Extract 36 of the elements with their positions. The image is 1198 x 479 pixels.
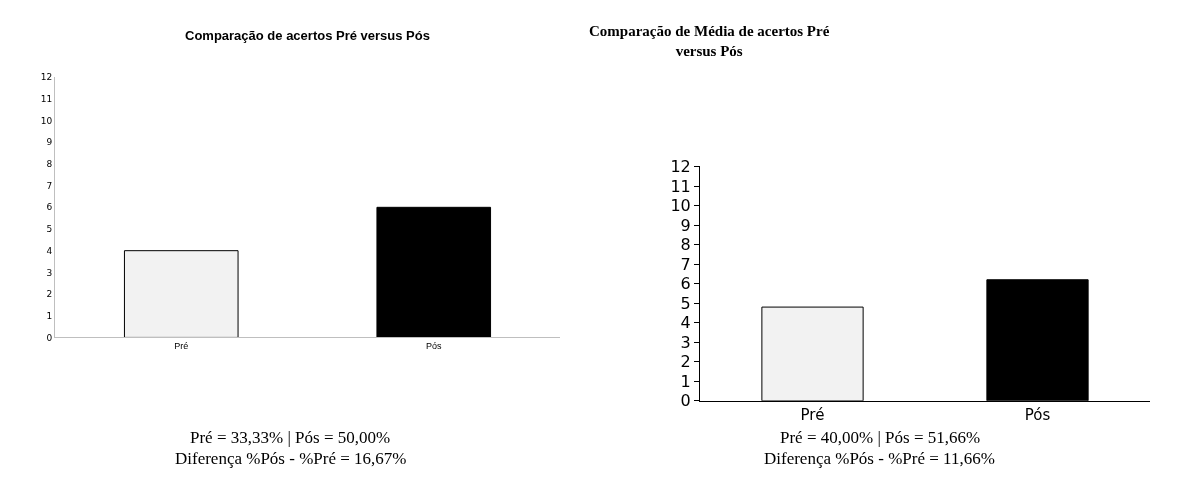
x-tick-label: Pré bbox=[800, 405, 825, 424]
y-tick-label: 0 bbox=[46, 332, 53, 343]
y-tick-label: 3 bbox=[680, 332, 691, 352]
y-tick-label: 6 bbox=[46, 202, 53, 213]
y-tick-label: 8 bbox=[680, 235, 691, 255]
y-tick-label: 3 bbox=[46, 267, 53, 278]
y-tick-label: 11 bbox=[670, 176, 691, 196]
y-tick-label: 9 bbox=[680, 215, 691, 235]
y-tick-label: 11 bbox=[40, 94, 53, 105]
x-tick-label: Pós bbox=[1024, 405, 1051, 424]
y-tick-label: 4 bbox=[46, 245, 53, 256]
y-tick-label: 5 bbox=[46, 224, 53, 235]
y-tick-label: 0 bbox=[680, 391, 691, 411]
text: Pré = 40,00% | Pós = 51,66% bbox=[780, 428, 981, 447]
y-tick-label: 9 bbox=[46, 137, 53, 148]
x-tick-label: Pré bbox=[174, 341, 189, 352]
y-tick-label: 1 bbox=[680, 371, 691, 391]
y-tick-label: 1 bbox=[46, 310, 53, 321]
text: Pré = 33,33% | Pós = 50,00% bbox=[190, 428, 391, 447]
y-tick-label: 12 bbox=[40, 72, 53, 83]
x-tick-label: Pós bbox=[425, 341, 442, 352]
y-tick-label: 7 bbox=[680, 254, 691, 274]
y-tick-label: 8 bbox=[46, 159, 53, 170]
y-tick-label: 10 bbox=[40, 115, 53, 126]
y-tick-label: 6 bbox=[680, 274, 691, 294]
chart-title: Comparação de acertos Pré versus Pós bbox=[185, 28, 430, 43]
y-tick-label: 10 bbox=[670, 196, 691, 216]
text: Diferença %Pós - %Pré = 16,67% bbox=[175, 449, 407, 468]
y-tick-label: 2 bbox=[46, 289, 53, 300]
chart-title: Comparação de Média de acertos Pré versus Pós bbox=[589, 23, 830, 59]
y-tick-label: 2 bbox=[680, 352, 691, 372]
y-tick-label: 5 bbox=[680, 293, 691, 313]
y-tick-label: 7 bbox=[46, 180, 53, 191]
text: Diferença %Pós - %Pré = 11,66% bbox=[764, 449, 995, 468]
y-tick-label: 4 bbox=[680, 313, 691, 333]
y-tick-label: 12 bbox=[670, 157, 691, 177]
